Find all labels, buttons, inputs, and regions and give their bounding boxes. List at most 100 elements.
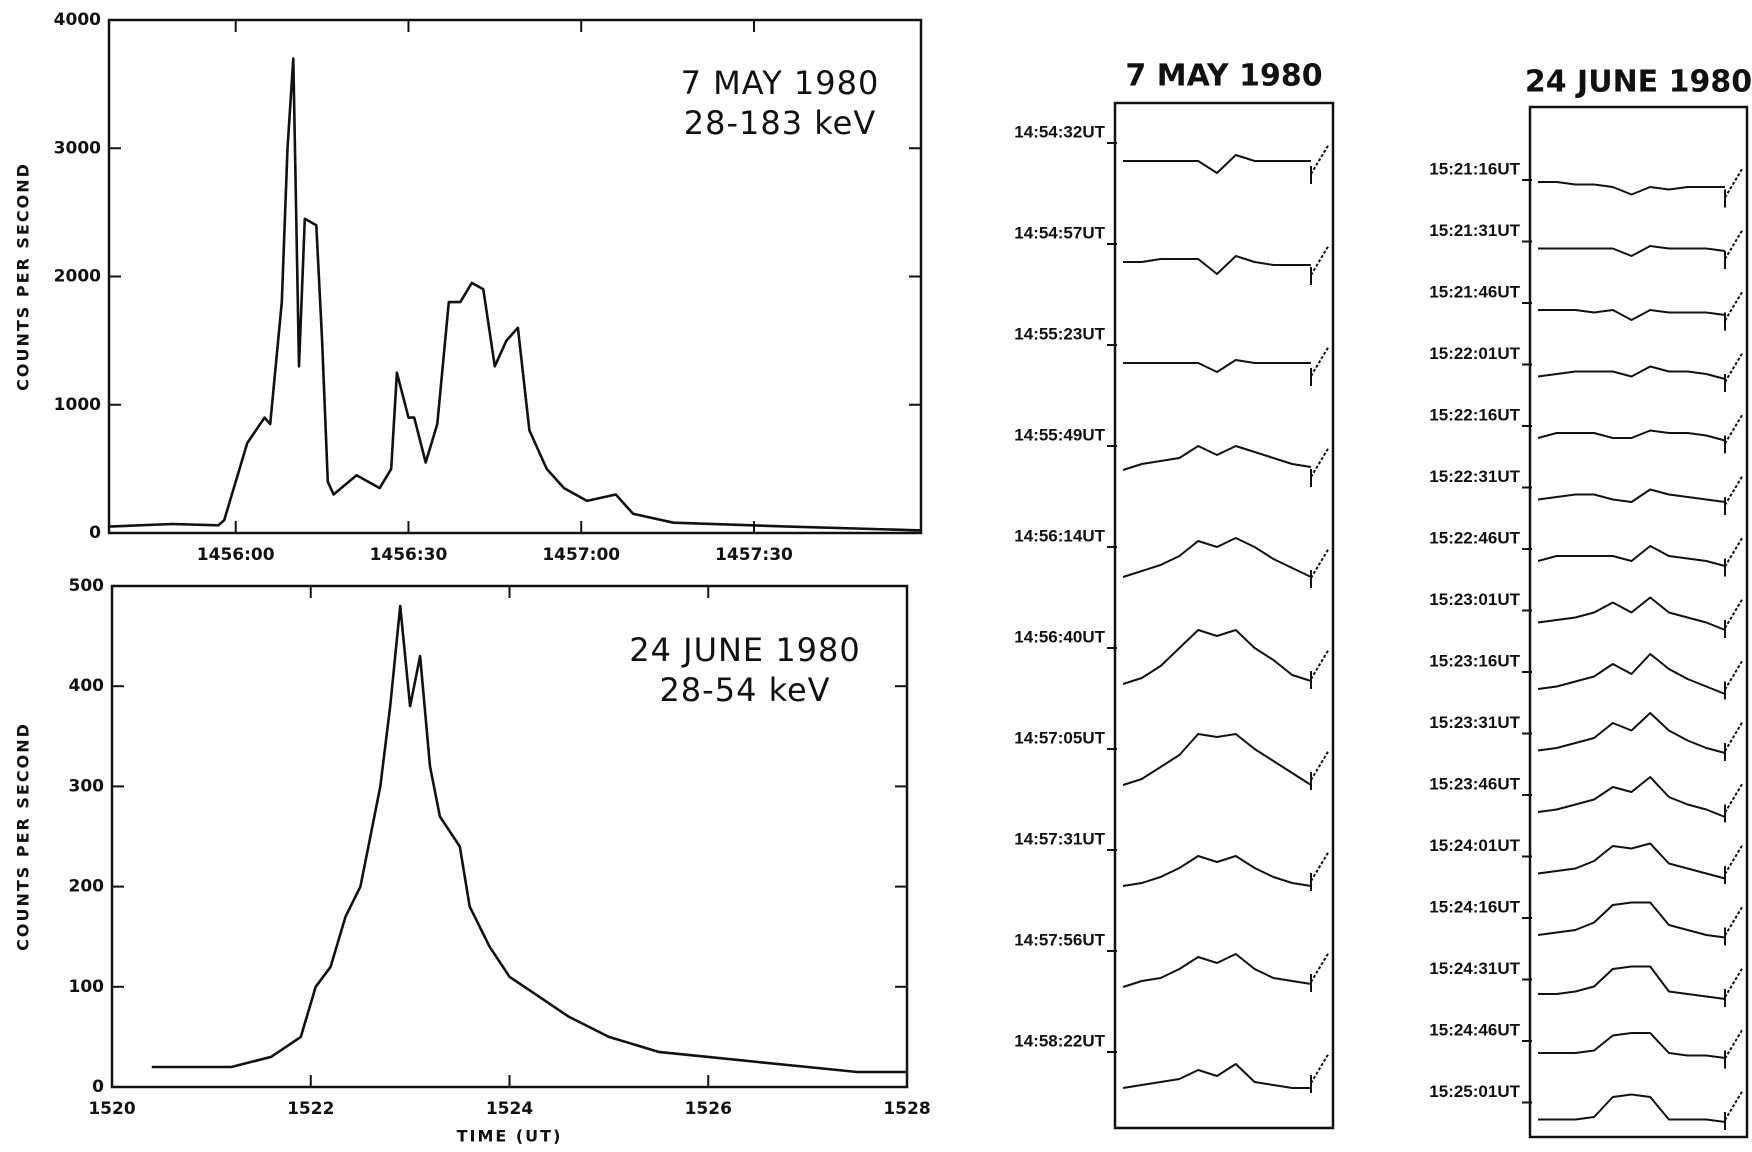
- time-label: 15:23:31UT: [1429, 713, 1520, 732]
- y-tick-label: 300: [69, 776, 105, 796]
- profile: [1537, 596, 1726, 631]
- time-label: 15:22:46UT: [1429, 528, 1520, 547]
- time-label: 14:57:05UT: [1014, 728, 1105, 747]
- x-tick-label: 1456:30: [370, 545, 448, 565]
- profile: [1123, 359, 1311, 373]
- profile: [1537, 712, 1726, 754]
- y-tick-label: 0: [92, 1077, 104, 1097]
- end-marker: [1724, 658, 1744, 691]
- profile: [1538, 245, 1726, 257]
- end-marker: [1724, 904, 1744, 937]
- profile: [1123, 255, 1311, 275]
- x-tick-label: 1526: [685, 1099, 732, 1119]
- end-marker: [1724, 843, 1744, 875]
- time-label: 14:54:32UT: [1014, 122, 1105, 141]
- x-tick-label: 1524: [486, 1099, 533, 1119]
- x-tick-label: 1457:30: [715, 545, 793, 565]
- y-tick-label: 400: [69, 676, 105, 696]
- time-label: 15:23:46UT: [1429, 774, 1520, 793]
- annotation: 7 MAY 1980: [681, 64, 880, 102]
- end-marker: [1310, 648, 1330, 680]
- panel-title: 7 MAY 1980: [1125, 59, 1322, 94]
- time-label: 15:21:46UT: [1429, 282, 1520, 301]
- end-marker: [1310, 345, 1330, 377]
- time-label: 15:24:16UT: [1429, 897, 1520, 916]
- time-label: 15:23:16UT: [1429, 651, 1520, 670]
- end-marker: [1724, 351, 1744, 383]
- x-tick-label: 1520: [88, 1099, 135, 1119]
- time-label: 14:54:57UT: [1014, 223, 1105, 242]
- time-label: 15:22:01UT: [1429, 344, 1520, 363]
- profile: [1538, 309, 1726, 321]
- end-marker: [1310, 244, 1330, 276]
- end-marker: [1310, 1052, 1330, 1084]
- profile: [1537, 653, 1726, 695]
- time-label: 14:57:31UT: [1014, 829, 1105, 848]
- end-marker: [1724, 228, 1744, 260]
- end-marker: [1310, 850, 1330, 882]
- end-marker: [1724, 289, 1744, 322]
- time-label: 15:22:16UT: [1429, 405, 1520, 424]
- end-marker: [1724, 1027, 1744, 1060]
- time-label: 14:56:40UT: [1014, 627, 1105, 646]
- panel-frame: [1528, 105, 1749, 1139]
- x-tick-label: 1457:00: [542, 545, 620, 565]
- profile: [1537, 901, 1726, 939]
- end-marker: [1724, 781, 1744, 814]
- end-marker: [1724, 966, 1744, 998]
- profile: [1537, 488, 1726, 503]
- profile: [1537, 429, 1726, 442]
- profile: [1122, 629, 1312, 685]
- y-tick-label: 3000: [54, 138, 101, 158]
- profile: [1122, 733, 1312, 786]
- time-label: 15:23:01UT: [1429, 590, 1520, 609]
- profile: [1122, 1063, 1311, 1089]
- time-label: 15:25:01UT: [1429, 1082, 1520, 1101]
- time-label: 14:57:56UT: [1014, 930, 1105, 949]
- profile: [1538, 965, 1726, 1000]
- end-marker: [1724, 412, 1744, 445]
- panel-title: 24 JUNE 1980: [1525, 65, 1752, 100]
- end-marker: [1724, 474, 1744, 506]
- end-marker: [1724, 1089, 1744, 1121]
- time-label: 14:56:14UT: [1014, 526, 1105, 545]
- end-marker: [1724, 166, 1744, 199]
- time-label: 15:21:31UT: [1429, 221, 1520, 240]
- profile: [1538, 1032, 1726, 1059]
- profile: [1538, 1093, 1726, 1123]
- profile: [1538, 181, 1725, 196]
- end-marker: [1310, 446, 1330, 478]
- y-tick-label: 500: [69, 576, 105, 596]
- time-label: 15:24:01UT: [1429, 836, 1520, 855]
- time-label: 14:55:23UT: [1014, 324, 1105, 343]
- y-tick-label: 4000: [54, 10, 101, 30]
- annotation: 28-54 keV: [659, 671, 830, 709]
- y-tick-label: 100: [69, 977, 105, 997]
- time-label: 15:21:16UT: [1429, 159, 1520, 178]
- time-label: 15:22:31UT: [1429, 467, 1520, 486]
- y-tick-label: 1000: [54, 395, 101, 415]
- count-rate-trace: [151, 604, 907, 1074]
- end-marker: [1724, 720, 1744, 752]
- time-label: 15:24:46UT: [1429, 1020, 1520, 1039]
- profile: [1537, 842, 1726, 880]
- x-axis-label: TIME (UT): [457, 1127, 563, 1146]
- profile: [1122, 537, 1312, 578]
- end-marker: [1310, 547, 1330, 579]
- profile: [1537, 545, 1726, 567]
- end-marker: [1724, 535, 1744, 568]
- annotation: 28-183 keV: [684, 104, 876, 142]
- count-rate-trace: [108, 57, 922, 532]
- end-marker: [1310, 951, 1330, 983]
- profile: [1537, 776, 1726, 818]
- x-tick-label: 1528: [883, 1099, 930, 1119]
- profile: [1123, 154, 1311, 174]
- y-tick-label: 2000: [54, 267, 101, 287]
- end-marker: [1724, 597, 1744, 629]
- profile: [1122, 445, 1312, 471]
- y-tick-label: 0: [89, 523, 101, 543]
- y-axis-label: COUNTS PER SECOND: [14, 722, 33, 951]
- end-marker: [1310, 749, 1330, 781]
- time-label: 15:24:31UT: [1429, 959, 1520, 978]
